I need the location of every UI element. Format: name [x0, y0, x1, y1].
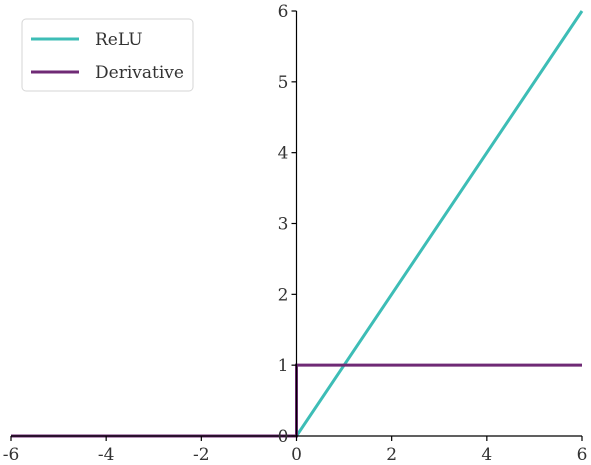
- y-tick-label: 6: [278, 2, 289, 22]
- x-tick-label: 6: [577, 445, 588, 465]
- x-tick-label: 0: [291, 445, 302, 465]
- x-tick-label: 4: [481, 445, 492, 465]
- axes-layer: -6 -4 -2 0 2 4 6 0 1 2 3 4 5 6: [3, 2, 588, 465]
- legend-label-relu: ReLU: [95, 30, 143, 50]
- y-tick-label: 2: [278, 285, 289, 305]
- y-tick-label: 5: [278, 73, 289, 93]
- legend-label-derivative: Derivative: [95, 63, 184, 83]
- y-tick-label: 1: [278, 356, 289, 376]
- x-tick-label: -4: [98, 445, 115, 465]
- x-tick-label: -2: [193, 445, 210, 465]
- legend: ReLU Derivative: [21, 18, 194, 92]
- x-tick-label: -6: [3, 445, 20, 465]
- y-tick-label: 3: [278, 215, 289, 235]
- y-tick-label: 0: [278, 427, 289, 447]
- y-tick-label: 4: [278, 144, 289, 164]
- x-tick-label: 2: [386, 445, 397, 465]
